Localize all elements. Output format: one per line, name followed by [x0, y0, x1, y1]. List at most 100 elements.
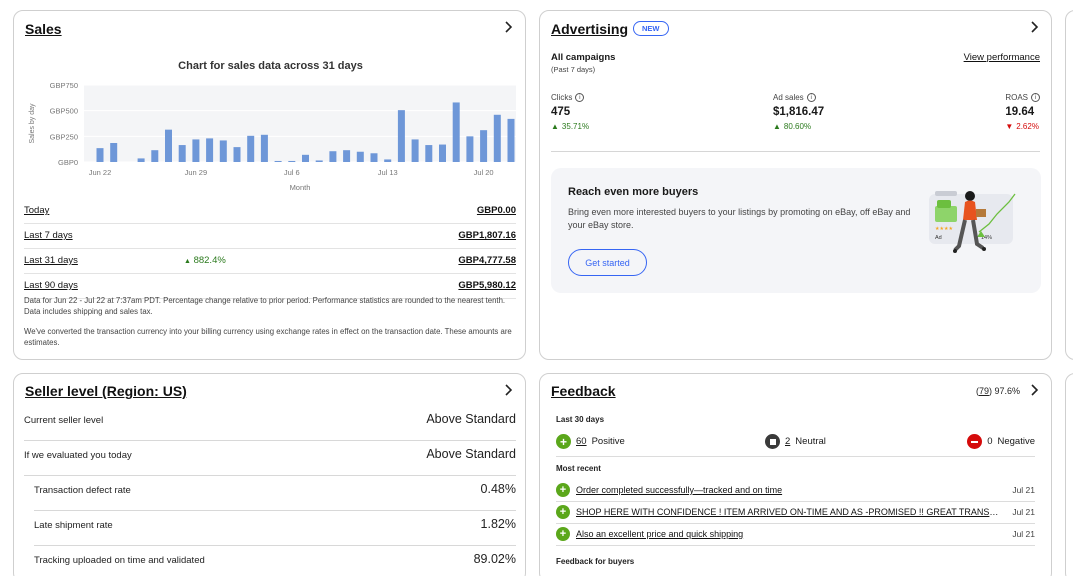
bar-jul-13[interactable] — [384, 159, 392, 162]
bar-jul-20[interactable] — [480, 130, 488, 162]
new-badge: NEW — [633, 21, 669, 36]
x-tick-label: Jul 13 — [378, 168, 398, 177]
seller-metric-label: Tracking uploaded on time and validated — [34, 555, 205, 566]
seller-metric-value: 1.82% — [480, 517, 516, 531]
divider — [556, 456, 1035, 457]
offscreen-card — [1065, 373, 1073, 576]
bar-jun-30[interactable] — [206, 138, 214, 162]
period-value[interactable]: GBP1,807.16 — [458, 230, 516, 241]
bar-jul-11[interactable] — [356, 151, 364, 162]
promo-panel: Reach even more buyers Bring even more i… — [551, 168, 1041, 293]
info-icon[interactable]: i — [575, 93, 585, 102]
bar-jul-1[interactable] — [219, 140, 227, 162]
bar-jul-9[interactable] — [329, 151, 337, 162]
period-link[interactable]: Last 7 days — [24, 230, 73, 241]
arrow-up-icon: ▲ — [773, 122, 781, 131]
bar-jun-28[interactable] — [178, 145, 186, 162]
bar-jul-21[interactable] — [493, 114, 501, 162]
bar-jul-15[interactable] — [411, 139, 419, 162]
period-value[interactable]: GBP0.00 — [476, 205, 516, 216]
neutral-number[interactable]: 2 — [785, 436, 791, 447]
period-value[interactable]: GBP5,980.12 — [458, 280, 516, 291]
bar-jul-14[interactable] — [397, 110, 405, 162]
chevron-right-icon[interactable] — [1023, 379, 1045, 401]
period-value[interactable]: GBP4,777.58 — [458, 255, 516, 266]
seller-metric-label: Transaction defect rate — [34, 485, 131, 496]
bar-jun-22[interactable] — [96, 148, 104, 162]
bar-jul-10[interactable] — [343, 150, 351, 162]
feedback-item[interactable]: + SHOP HERE WITH CONFIDENCE ! ITEM ARRIV… — [556, 502, 1035, 522]
bar-jun-26[interactable] — [151, 150, 159, 162]
feedback-score[interactable]: (79) 97.6% — [975, 386, 1020, 396]
seller-level-title[interactable]: Seller level (Region: US) — [25, 383, 187, 399]
advertising-card: Advertising NEW All campaigns (Past 7 da… — [539, 10, 1052, 360]
arrow-up-icon: ▲ — [184, 258, 191, 265]
view-performance-link[interactable]: View performance — [963, 52, 1040, 63]
seller-metric-label: Late shipment rate — [34, 520, 113, 531]
x-tick-label: Jun 22 — [89, 168, 112, 177]
y-tick-label: GBP750 — [50, 81, 78, 90]
illustration-percent: 14% — [981, 235, 992, 241]
negative-number: 0 — [987, 436, 993, 447]
bar-jul-5[interactable] — [274, 160, 282, 162]
seller-level-card: Seller level (Region: US) Current seller… — [13, 373, 526, 576]
neutral-square-icon — [765, 434, 780, 449]
bar-jul-12[interactable] — [370, 153, 378, 162]
get-started-button[interactable]: Get started — [568, 249, 647, 276]
plus-circle-icon: + — [556, 505, 570, 519]
bar-jul-16[interactable] — [425, 145, 433, 162]
seller-metric-label: Current seller level — [24, 415, 104, 426]
positive-count[interactable]: + 60 Positive — [556, 434, 625, 449]
period-link[interactable]: Last 31 days — [24, 255, 78, 266]
feedback-text[interactable]: SHOP HERE WITH CONFIDENCE ! ITEM ARRIVED… — [576, 507, 1000, 517]
bar-jul-17[interactable] — [439, 144, 446, 162]
x-tick-label: Jun 29 — [185, 168, 208, 177]
y-tick-label: GBP0 — [58, 158, 78, 167]
bar-jul-7[interactable] — [302, 154, 309, 162]
minus-circle-icon — [967, 434, 983, 449]
feedback-count[interactable]: 79 — [978, 386, 989, 396]
sales-note-currency: We've converted the transaction currency… — [24, 327, 512, 347]
period-link[interactable]: Today — [24, 205, 50, 216]
positive-number[interactable]: 60 — [576, 436, 587, 447]
info-icon[interactable]: i — [806, 93, 816, 102]
feedback-item[interactable]: + Also an excellent price and quick ship… — [556, 524, 1035, 544]
last-30-days-title: Last 30 days — [556, 415, 605, 424]
bar-jul-2[interactable] — [233, 147, 241, 162]
bar-jun-27[interactable] — [165, 129, 172, 162]
feedback-text[interactable]: Also an excellent price and quick shippi… — [576, 529, 744, 539]
feedback-text[interactable]: Order completed successfully—tracked and… — [576, 485, 783, 495]
period-link[interactable]: Last 90 days — [24, 280, 78, 291]
bar-jun-29[interactable] — [192, 139, 200, 162]
chevron-right-icon[interactable] — [1023, 16, 1045, 38]
bar-jun-23[interactable] — [110, 143, 118, 162]
seller-metric-row: Late shipment rate 1.82% — [34, 511, 516, 546]
feedback-item[interactable]: + Order completed successfully—tracked a… — [556, 480, 1035, 500]
seller-metric-value: Above Standard — [426, 447, 516, 461]
bar-jul-6[interactable] — [288, 160, 296, 162]
chevron-right-icon[interactable] — [497, 379, 519, 401]
bar-jun-25[interactable] — [137, 158, 145, 162]
sales-title[interactable]: Sales — [25, 21, 62, 37]
bar-jul-18[interactable] — [452, 102, 460, 162]
info-icon[interactable]: i — [1031, 93, 1040, 102]
negative-count: 0 Negative — [967, 434, 1035, 449]
divider — [556, 523, 1035, 524]
advertising-title[interactable]: Advertising — [551, 21, 629, 37]
chevron-right-icon[interactable] — [497, 16, 519, 38]
bar-jul-4[interactable] — [260, 134, 268, 162]
bar-jul-3[interactable] — [247, 135, 255, 162]
bar-jul-22[interactable] — [507, 118, 515, 162]
x-axis-label: Month — [290, 183, 311, 192]
divider — [556, 501, 1035, 502]
campaigns-title: All campaigns — [551, 52, 616, 63]
sales-summary-row: Last 31 days ▲ 882.4% GBP4,777.58 — [24, 249, 516, 274]
neutral-count[interactable]: 2 Neutral — [765, 434, 826, 449]
feedback-for-buyers-title: Feedback for buyers — [556, 557, 635, 566]
sales-bar-chart: GBP0 GBP250 GBP500 GBP750 Jun 22 Jun 29 Jul 6 J… — [29, 81, 516, 192]
metric-value: $1,816.47 — [773, 106, 825, 118]
feedback-title[interactable]: Feedback — [551, 383, 616, 399]
bar-jul-19[interactable] — [466, 136, 474, 162]
negative-label: Negative — [997, 436, 1036, 447]
bar-jul-8[interactable] — [315, 160, 323, 162]
